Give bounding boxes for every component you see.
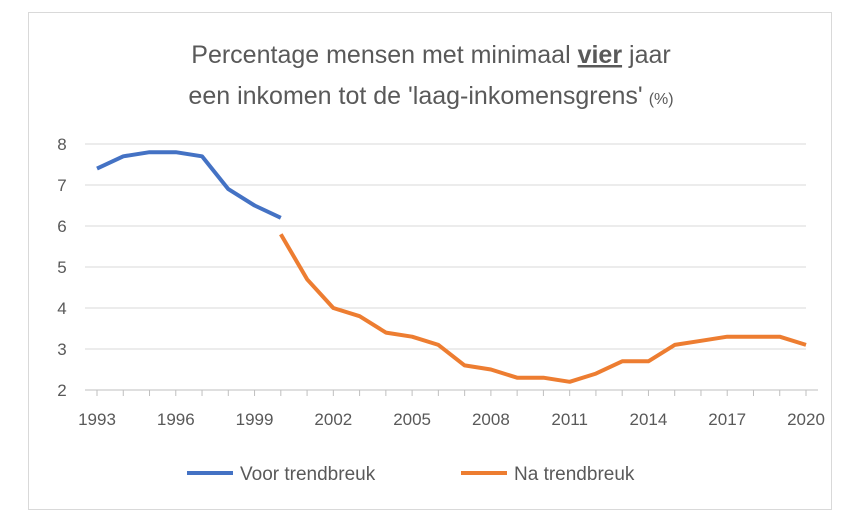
y-tick-label: 7 bbox=[57, 176, 66, 195]
y-tick-label: 2 bbox=[57, 381, 66, 400]
y-tick-label: 6 bbox=[57, 217, 66, 236]
series-line-1 bbox=[96, 150, 282, 220]
chart-title-main: een inkomen tot de 'laag-inkomensgrens' bbox=[188, 82, 642, 110]
x-tick-label: 2014 bbox=[630, 410, 668, 429]
chart-title-unit: (%) bbox=[649, 91, 674, 108]
y-tick-label: 8 bbox=[57, 135, 66, 154]
x-tick-label: 2011 bbox=[551, 410, 588, 429]
series-lines bbox=[96, 150, 807, 384]
chart-area: Percentage mensen met minimaal vier jaar… bbox=[28, 12, 832, 510]
chart-title-prefix: Percentage mensen met minimaal bbox=[191, 41, 577, 69]
chart-title-line-1: Percentage mensen met minimaal vier jaar bbox=[191, 41, 670, 69]
legend-label-1: Voor trendbreuk bbox=[240, 464, 376, 485]
x-tick-label: 2008 bbox=[472, 410, 510, 429]
series-line-2 bbox=[279, 233, 807, 384]
chart-title-line-2: een inkomen tot de 'laag-inkomensgrens' (… bbox=[188, 82, 673, 110]
y-tick-label: 5 bbox=[57, 258, 66, 277]
x-tick-label: 2002 bbox=[314, 410, 352, 429]
chart-title-suffix: jaar bbox=[622, 41, 671, 69]
chart-title-emphasis: vier bbox=[578, 41, 623, 69]
x-tick-label: 1999 bbox=[236, 410, 274, 429]
y-tick-label: 3 bbox=[57, 340, 66, 359]
x-tick-label: 2020 bbox=[787, 410, 825, 429]
y-tick-label: 4 bbox=[57, 299, 66, 318]
axes: 2 3 4 5 6 7 8 1993 1996 1999 2002 2005 2008 2011 2014 2… bbox=[57, 135, 825, 429]
legend-label-2: Na trendbreuk bbox=[514, 464, 635, 485]
x-tick-label: 2005 bbox=[393, 410, 431, 429]
x-tick-label: 1996 bbox=[157, 410, 195, 429]
x-tick-label: 2017 bbox=[708, 410, 746, 429]
x-tick-label: 1993 bbox=[78, 410, 116, 429]
gridlines bbox=[85, 143, 806, 350]
line-chart: Percentage mensen met minimaal vier jaar… bbox=[57, 41, 825, 485]
legend: Voor trendbreuk Na trendbreuk bbox=[187, 464, 635, 485]
